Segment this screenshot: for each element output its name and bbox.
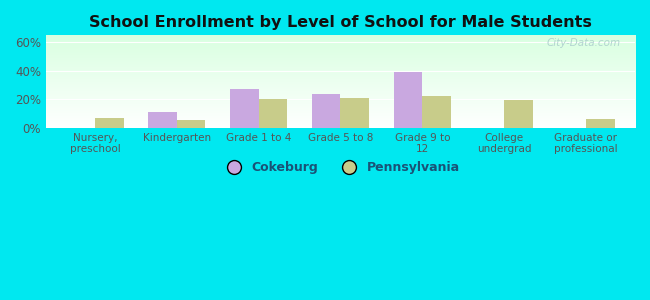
Bar bbox=[259, 99, 287, 128]
Bar bbox=[504, 100, 533, 128]
Bar bbox=[177, 120, 205, 128]
Bar bbox=[95, 118, 124, 128]
Title: School Enrollment by Level of School for Male Students: School Enrollment by Level of School for… bbox=[89, 15, 592, 30]
Bar bbox=[148, 112, 177, 128]
Bar bbox=[312, 94, 341, 128]
Bar bbox=[586, 119, 614, 128]
Bar bbox=[230, 89, 259, 128]
Text: City-Data.com: City-Data.com bbox=[546, 38, 620, 48]
Legend: Cokeburg, Pennsylvania: Cokeburg, Pennsylvania bbox=[216, 156, 465, 179]
Bar bbox=[394, 72, 422, 128]
Bar bbox=[341, 98, 369, 128]
Bar bbox=[422, 96, 451, 128]
